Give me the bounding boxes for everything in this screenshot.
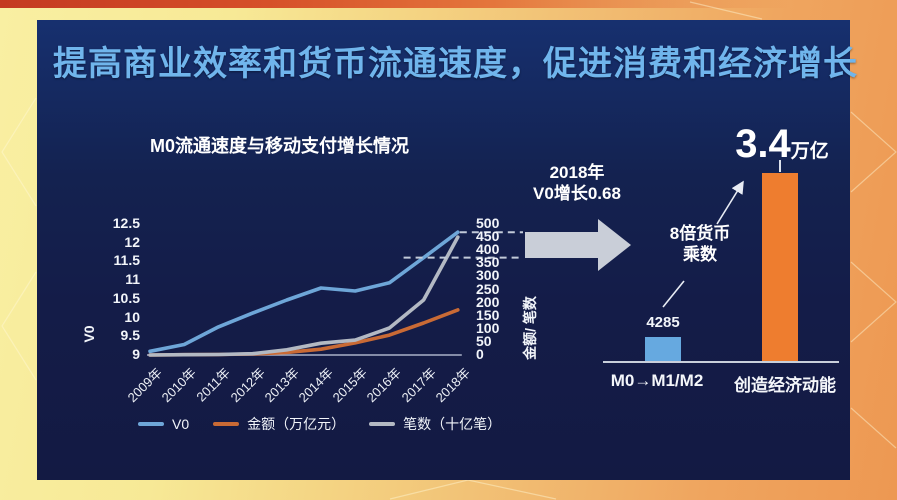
multiplier-line2: 乘数 [683, 245, 717, 264]
legend-swatch-icon [213, 422, 240, 426]
bar-category-m0: M0→M1/M2 [610, 371, 704, 390]
left-tick-10.5: 10.5 [112, 289, 140, 306]
right-tick-150: 150 [476, 306, 500, 323]
line-chart-plot [147, 180, 744, 357]
multiplier-annotation: 8倍货币 乘数 [638, 223, 762, 265]
right-axis-title: 金额/ 笔数 [522, 296, 538, 360]
bar-economic-energy [762, 173, 798, 361]
big-value-number: 3.4 [735, 122, 791, 166]
right-tick-500: 500 [476, 215, 500, 231]
transition-arrow-head-icon [598, 219, 631, 271]
bar-m0-value-label: 4285 [646, 314, 680, 331]
left-tick-11.5: 11.5 [113, 252, 140, 269]
legend-swatch-icon [369, 422, 396, 426]
right-tick-350: 350 [476, 254, 500, 271]
growth-annotation-value: V0增长0.68 [533, 184, 621, 203]
bar-category-economy: 创造经济动能 [734, 376, 836, 395]
bar-chart-baseline [603, 361, 839, 363]
left-tick-12: 12 [124, 233, 140, 250]
slide-panel: 提高商业效率和货币流通速度，促进消费和经济增长 M0流通速度与移动支付增长情况 … [37, 20, 858, 480]
line-chart-legend: V0 金额（万亿元） 笔数（十亿笔） [138, 414, 501, 434]
legend-label: 金额（万亿元） [247, 416, 346, 432]
right-tick-400: 400 [476, 241, 500, 258]
legend-swatch-icon [138, 422, 164, 426]
bar-m0-m1m2 [645, 337, 681, 361]
line-chart-title: M0流通速度与移动支付增长情况 [150, 136, 410, 156]
frame-top-red-strip [0, 0, 897, 8]
legend-item-0: V0 [138, 416, 189, 432]
left-tick-11: 11 [125, 271, 140, 288]
right-tick-200: 200 [476, 293, 500, 310]
right-tick-250: 250 [476, 280, 500, 297]
multiplier-arrow-upper [716, 180, 744, 225]
left-tick-9: 9 [132, 346, 140, 362]
right-tick-0: 0 [476, 346, 484, 362]
legend-item-2: 笔数（十亿笔） [369, 414, 501, 434]
legend-label: V0 [172, 416, 190, 432]
right-tick-300: 300 [476, 267, 500, 284]
multiplier-line1: 8倍货币 [669, 224, 731, 243]
big-value-label: 3.4万亿 [716, 122, 848, 167]
right-tick-100: 100 [476, 319, 500, 336]
slide-title: 提高商业效率和货币流通速度，促进消费和经济增长 [53, 45, 858, 83]
left-tick-12.5: 12.5 [112, 215, 140, 231]
big-value-connector [779, 160, 781, 172]
legend-item-1: 金额（万亿元） [213, 414, 345, 434]
growth-annotation: 2018年 V0增长0.68 [511, 162, 643, 204]
series-line-0 [148, 230, 460, 354]
right-tick-450: 450 [476, 228, 500, 245]
legend-label: 笔数（十亿笔） [403, 416, 502, 432]
transition-arrow-icon [525, 232, 598, 258]
series-line-2 [148, 235, 460, 357]
growth-annotation-year: 2018年 [549, 163, 605, 182]
multiplier-arrow-lower [662, 280, 685, 308]
big-value-unit: 万亿 [790, 141, 829, 162]
left-axis-title: V0 [81, 325, 97, 343]
left-tick-10: 10 [124, 308, 140, 325]
left-tick-9.5: 9.5 [120, 327, 140, 344]
right-tick-50: 50 [476, 332, 492, 349]
